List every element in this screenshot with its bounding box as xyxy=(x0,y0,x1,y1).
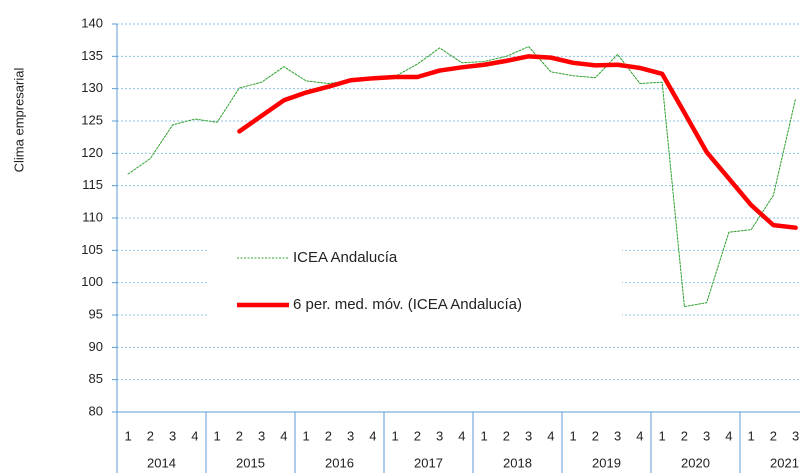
x-tick-label: 2 xyxy=(147,428,154,443)
x-tick-label: 2 xyxy=(414,428,421,443)
legend-box xyxy=(208,238,622,330)
x-tick-label: 1 xyxy=(214,428,221,443)
x-tick-label: 4 xyxy=(458,428,465,443)
year-label: 2015 xyxy=(236,455,265,470)
year-label: 2014 xyxy=(147,455,176,470)
y-tick-label: 140 xyxy=(81,15,103,30)
x-tick-label: 3 xyxy=(525,428,532,443)
x-tick-label: 2 xyxy=(681,428,688,443)
y-tick-label: 110 xyxy=(82,209,103,224)
x-tick-label: 1 xyxy=(303,428,310,443)
series-line xyxy=(127,46,797,308)
y-tick-label: 125 xyxy=(81,112,103,127)
x-tick-label: 1 xyxy=(748,428,755,443)
x-tick-label: 2 xyxy=(325,428,332,443)
year-label: 2017 xyxy=(414,455,443,470)
x-tick-label: 4 xyxy=(369,428,376,443)
year-label: 2018 xyxy=(503,455,532,470)
year-label: 2021 xyxy=(770,455,799,470)
x-tick-label: 3 xyxy=(347,428,354,443)
x-tick-label: 2 xyxy=(770,428,777,443)
x-tick-label: 4 xyxy=(280,428,287,443)
x-tick-label: 3 xyxy=(792,428,799,443)
x-tick-label: 1 xyxy=(659,428,666,443)
x-tick-label: 3 xyxy=(614,428,621,443)
x-tick-label: 3 xyxy=(436,428,443,443)
x-tick-label: 2 xyxy=(236,428,243,443)
x-tick-label: 1 xyxy=(481,428,488,443)
series-line xyxy=(237,54,798,230)
legend-label: ICEA Andalucía xyxy=(293,249,398,266)
x-tick-label: 2 xyxy=(592,428,599,443)
year-label: 2016 xyxy=(325,455,354,470)
y-tick-label: 90 xyxy=(89,339,103,354)
y-tick-label: 95 xyxy=(89,306,103,321)
x-tick-label: 3 xyxy=(258,428,265,443)
y-tick-label: 80 xyxy=(89,403,103,418)
x-tick-label: 3 xyxy=(169,428,176,443)
x-tick-label: 3 xyxy=(703,428,710,443)
x-tick-label: 1 xyxy=(392,428,399,443)
y-tick-label: 105 xyxy=(81,242,103,257)
x-tick-label: 4 xyxy=(725,428,732,443)
y-tick-label: 130 xyxy=(81,80,103,95)
year-label: 2019 xyxy=(592,455,621,470)
x-tick-label: 1 xyxy=(570,428,577,443)
y-tick-label: 120 xyxy=(81,145,103,160)
y-tick-label: 115 xyxy=(82,177,103,192)
x-tick-label: 4 xyxy=(547,428,554,443)
y-tick-label: 85 xyxy=(89,371,103,386)
y-tick-label: 135 xyxy=(81,48,103,63)
x-tick-label: 2 xyxy=(503,428,510,443)
y-axis-label: Clima empresarial xyxy=(11,68,26,173)
y-tick-label: 100 xyxy=(81,274,103,289)
year-label: 2020 xyxy=(681,455,710,470)
x-tick-label: 4 xyxy=(636,428,643,443)
x-tick-label: 1 xyxy=(125,428,132,443)
x-tick-label: 4 xyxy=(191,428,198,443)
legend-label: 6 per. med. móv. (ICEA Andalucía) xyxy=(293,296,522,313)
